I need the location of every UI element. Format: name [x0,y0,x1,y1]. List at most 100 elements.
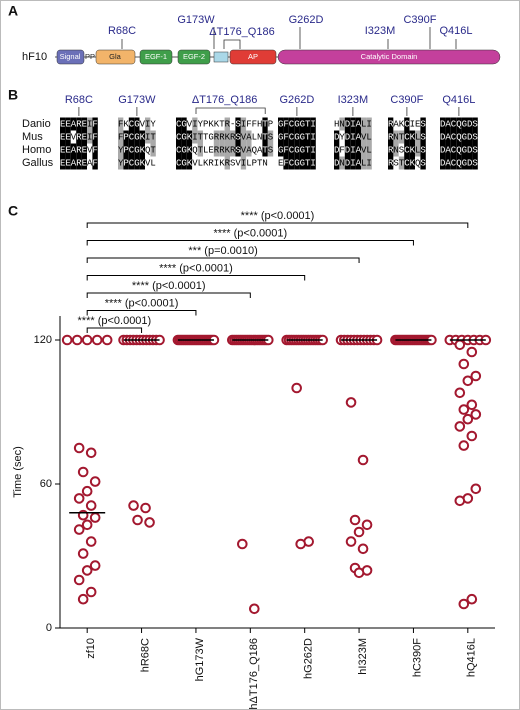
residue-cell [123,117,129,131]
domain-label: EGF-2 [183,52,205,61]
domain [139,49,173,65]
residue-cell [230,143,236,157]
residue-cell [203,143,209,157]
data-point [85,447,97,459]
residue-cell [186,156,193,170]
sequence: RAKCIES [388,120,426,130]
species-label: Homo [22,144,51,156]
y-tick-label: 0 [46,622,52,634]
data-point [454,421,466,432]
mutation-label: Q416L [439,25,472,37]
residue-cell [299,117,305,131]
sequence: RNTCKLS [388,133,426,143]
residue-cell [65,130,71,144]
domain-label: Signal [60,52,81,61]
residue-cell [339,117,345,131]
residue-cell [197,130,203,144]
residue-cell [388,130,394,144]
residue-cell [76,117,82,131]
residue-cell [219,117,225,131]
data-point [77,466,89,478]
sequence: EEAREAF [60,159,98,169]
residue-cell [139,130,145,144]
residue-cell [192,143,198,157]
sequence: YPCGKVL [118,159,156,169]
sequence: GFCGGTI [278,146,316,156]
residue-cell [350,143,356,157]
sequence: FKCGVIY [118,120,156,130]
data-point [132,514,143,526]
residue-cell [299,156,305,170]
residue-cell [208,156,214,170]
mutation-label: R68C [108,25,136,37]
data-point [140,502,151,514]
domain [277,49,501,65]
alignment-header: G173W [118,94,156,106]
residue-cell [350,130,356,144]
y-tick-label: 60 [40,478,52,490]
residue-cell [251,130,257,144]
sequence: DNDIALI [334,159,372,169]
residue-cell [283,130,289,144]
residue-cell [445,117,451,131]
data-point [458,440,470,451]
residue-cell [181,117,187,131]
residue-cell [246,130,252,144]
data-point [77,593,89,605]
residue-cell [65,143,71,157]
residue-cell [118,130,124,144]
residue-cell [461,130,467,144]
domain-diagram: hF10 Signal PP Gla EGF-1 EGF-2 AP Cataly… [22,14,501,65]
residue-cell [134,143,140,157]
data-point [81,565,93,576]
residue-cell [246,143,252,157]
data-point [101,334,113,346]
residue-cell [420,117,426,131]
residue-cell [76,143,82,157]
residue-cell [230,156,236,170]
residue-cell [305,156,311,170]
residue-cell [415,156,421,170]
residue-cell [334,143,340,157]
sequence: DACQGDS [440,146,478,156]
residue-cell [123,143,129,157]
residue-cell [92,156,98,170]
data-point [77,548,89,559]
sequence: CGKVLKRIKRSVILPTN [176,159,268,169]
residue-cell [139,156,145,170]
residue-cell [203,117,209,131]
alignment-header: Q416L [442,94,475,106]
residue-cell [440,156,446,170]
data-point [91,334,103,346]
residue-cell [305,130,311,144]
comparison-label: **** (p<0.0001) [241,210,315,222]
header-bracket [195,107,266,114]
residue-cell [65,117,71,131]
residue-cell [235,130,241,144]
comparison-bracket [86,222,469,228]
mutation-label: ΔT176_Q186 [209,26,274,38]
residue-cell [450,156,457,170]
residue-cell [472,117,478,131]
data-point [345,397,357,408]
residue-cell [213,130,220,144]
residue-cell [230,130,236,144]
comparison-label: *** (p=0.0010) [188,245,257,257]
comparison-bracket [86,275,306,281]
domain-label: Gla [109,52,122,61]
residue-cell [186,130,193,144]
residue-cell [283,143,289,157]
residue-cell [150,130,156,144]
residue-cell [181,156,187,170]
residue-cell [456,143,462,157]
residue-cell [361,130,367,144]
residue-cell [70,130,77,144]
y-tick-label: 120 [34,334,52,346]
sequence: DFDIAVL [334,146,372,156]
residue-cell [305,117,311,131]
residue-cell [461,117,467,131]
residue-cell [251,143,257,157]
data-point [81,485,93,497]
